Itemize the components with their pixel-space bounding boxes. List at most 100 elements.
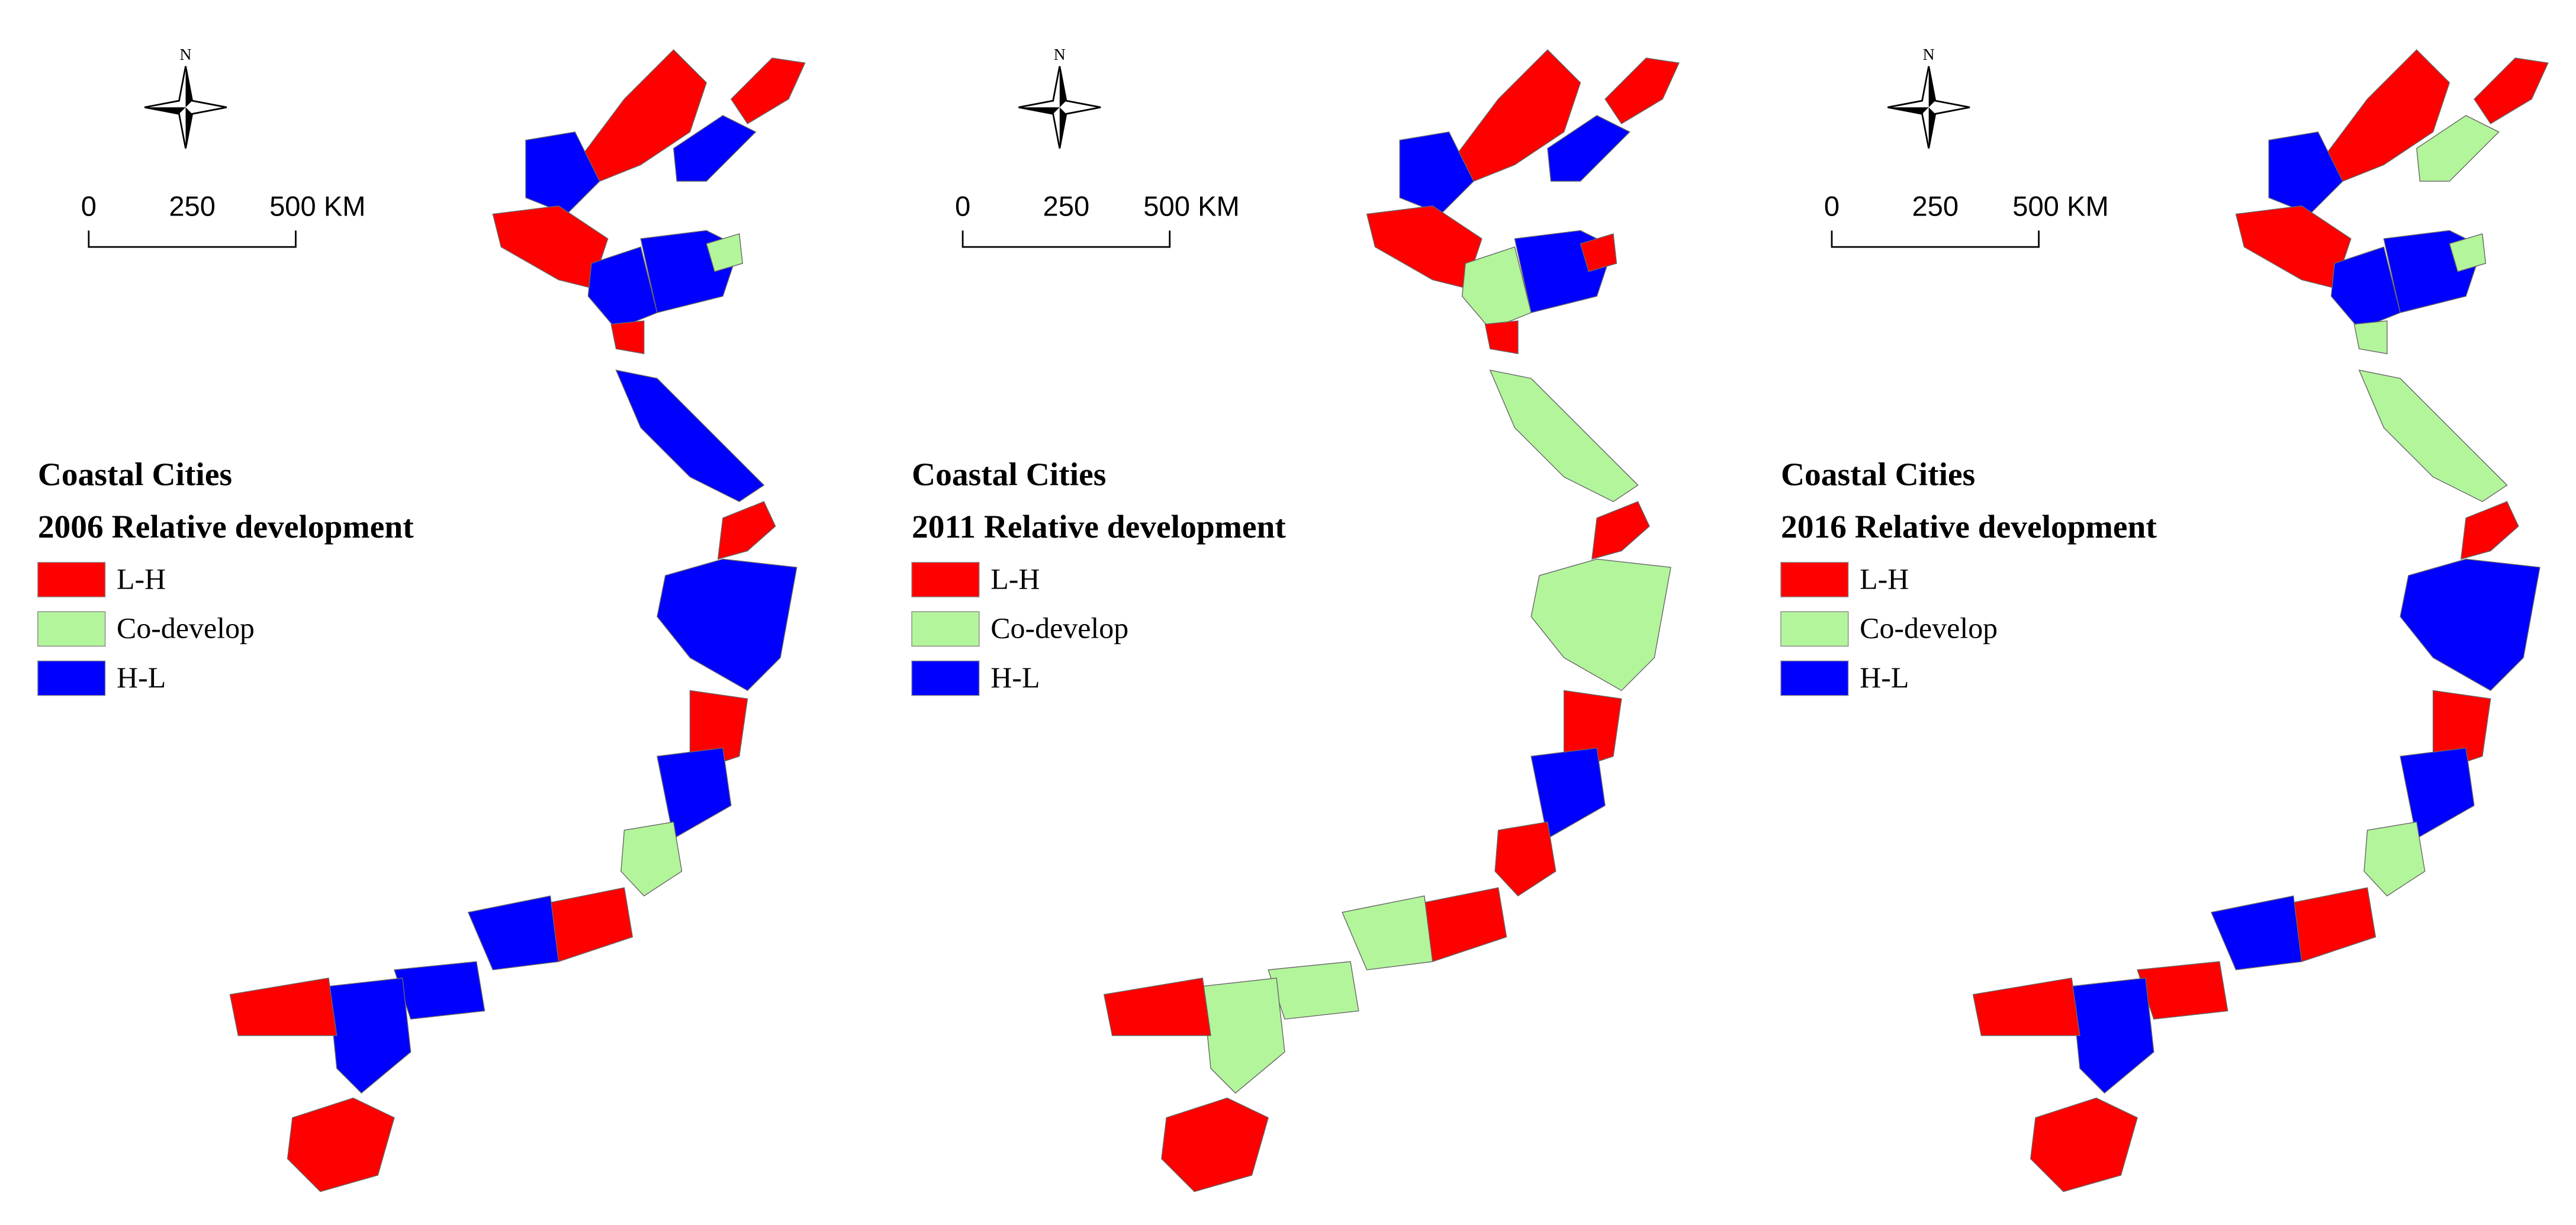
city-region <box>2268 131 2343 215</box>
city-region <box>1591 501 1650 560</box>
scale-label: 250 <box>1043 190 1090 221</box>
city-region <box>1547 115 1630 182</box>
city-region <box>2460 501 2519 560</box>
city-region <box>525 131 600 215</box>
city-region <box>2137 961 2228 1020</box>
legend-label: H-L <box>1860 661 1909 694</box>
scale-label: 0 <box>955 190 970 221</box>
city-region <box>1489 369 1639 502</box>
legend-label: H-L <box>990 661 1040 694</box>
scale-bar <box>961 230 1171 248</box>
city-region <box>2474 57 2549 124</box>
city-region <box>1530 747 1606 840</box>
city-region <box>657 558 797 692</box>
city-region <box>706 233 743 272</box>
north-arrow: N <box>1018 46 1101 149</box>
north-label: N <box>1923 46 1935 64</box>
legend-swatch <box>1780 660 1849 696</box>
north-arrow: N <box>144 46 227 149</box>
city-region <box>2416 115 2500 182</box>
city-region <box>2317 49 2450 182</box>
map-panel: N 0 250 500 KM Coastal Cities 2011 Relative d… <box>911 46 1680 1192</box>
legend-title: Coastal Cities <box>1781 456 1975 493</box>
city-region <box>610 320 645 355</box>
legend-swatch <box>911 660 980 696</box>
legend-label: Co-develop <box>990 612 1128 645</box>
scale-label: 500 KM <box>2012 190 2109 221</box>
city-region <box>657 747 732 840</box>
city-region <box>1461 246 1532 330</box>
city-region <box>2449 233 2487 272</box>
scale-bar <box>88 230 297 248</box>
north-arrow-fill <box>144 66 192 149</box>
legend-swatch <box>37 611 106 647</box>
city-region <box>2363 821 2426 897</box>
north-arrow-fill <box>1887 66 1935 149</box>
north-label: N <box>180 46 192 64</box>
scale-label: 0 <box>1824 190 1839 221</box>
city-region <box>620 821 683 897</box>
north-arrow: N <box>1887 46 1970 149</box>
city-region <box>1399 131 1474 215</box>
city-region <box>2211 895 2302 970</box>
legend-label: L-H <box>1860 562 1909 595</box>
city-region <box>1484 320 1519 355</box>
legend-title: Coastal Cities <box>38 456 232 493</box>
scale-label: 0 <box>81 190 97 221</box>
map-panel: N 0 250 500 KM Coastal Cities 2006 Relative d… <box>37 46 806 1192</box>
legend-swatch <box>1780 611 1849 647</box>
city-region <box>574 49 707 182</box>
city-region <box>673 115 757 182</box>
city-region <box>587 246 658 330</box>
city-region <box>615 369 765 502</box>
north-label: N <box>1054 46 1066 64</box>
legend-label: Co-develop <box>117 612 255 645</box>
city-region <box>2400 558 2540 692</box>
legend-label: Co-develop <box>1860 612 1998 645</box>
city-region <box>394 961 485 1020</box>
legend-label: L-H <box>117 562 166 595</box>
city-region <box>1604 57 1680 124</box>
scale-label: 250 <box>169 190 216 221</box>
city-region <box>1494 821 1556 897</box>
city-region <box>717 501 776 560</box>
legend-subtitle: 2006 Relative development <box>38 509 414 545</box>
scale-label: 500 KM <box>1143 190 1240 221</box>
city-region <box>328 978 411 1094</box>
city-region <box>287 1097 395 1192</box>
city-region <box>1103 978 1211 1036</box>
city-region <box>730 57 806 124</box>
legend-swatch <box>1780 562 1849 597</box>
city-region <box>1530 558 1671 692</box>
legend-swatch <box>37 562 106 597</box>
city-region <box>1580 233 1617 272</box>
city-region <box>2330 246 2401 330</box>
legend-swatch <box>37 660 106 696</box>
city-region <box>2030 1097 2138 1192</box>
legend-swatch <box>911 562 980 597</box>
city-region <box>1448 49 1581 182</box>
city-region <box>1342 895 1433 970</box>
scale-label: 250 <box>1912 190 1958 221</box>
map-panel: N 0 250 500 KM Coastal Cities 2016 Relative d… <box>1780 46 2549 1192</box>
city-region <box>2071 978 2154 1094</box>
legend-label: H-L <box>117 661 166 694</box>
city-region <box>2358 369 2508 502</box>
city-region <box>1972 978 2080 1036</box>
city-region <box>229 978 337 1036</box>
scale-bar <box>1831 230 2040 248</box>
legend-title: Coastal Cities <box>912 456 1106 493</box>
north-arrow-fill <box>1018 66 1066 149</box>
legend-swatch <box>911 611 980 647</box>
city-region <box>1161 1097 1269 1192</box>
city-region <box>2400 747 2475 840</box>
city-region <box>2353 320 2388 355</box>
city-region <box>1202 978 1285 1094</box>
city-region <box>1268 961 1359 1020</box>
legend-subtitle: 2011 Relative development <box>912 509 1286 545</box>
legend-subtitle: 2016 Relative development <box>1781 509 2157 545</box>
legend-label: L-H <box>990 562 1040 595</box>
scale-label: 500 KM <box>269 190 366 221</box>
